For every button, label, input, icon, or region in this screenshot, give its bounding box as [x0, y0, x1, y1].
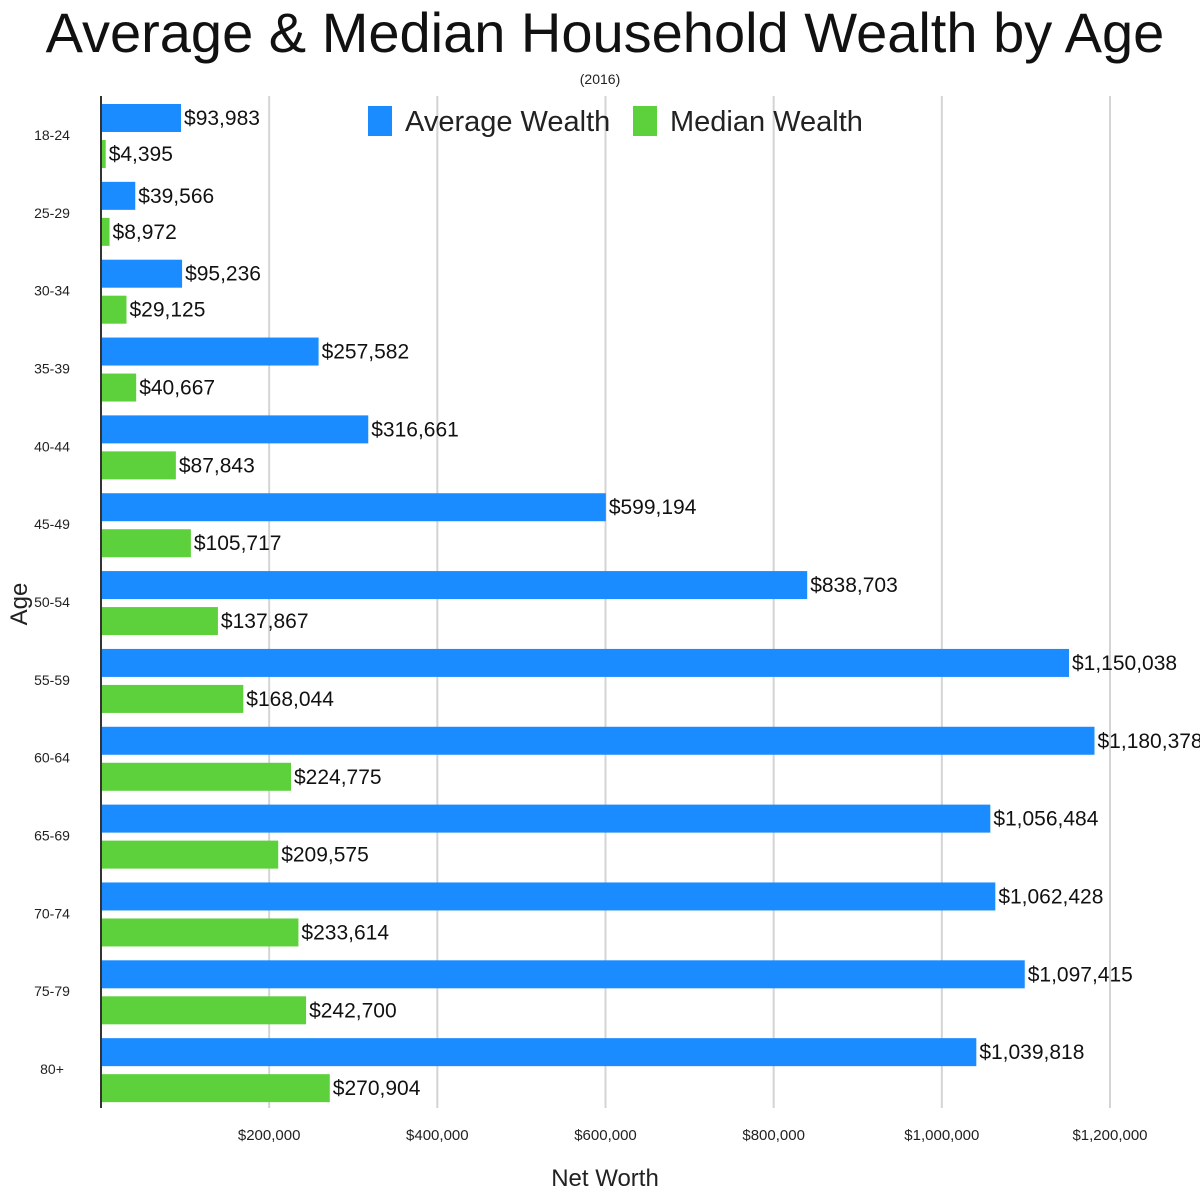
x-tick-label: $400,000: [406, 1127, 469, 1144]
category-label: 45-49: [34, 516, 70, 532]
x-tick-label: $600,000: [574, 1127, 637, 1144]
average-wealth-label: $1,180,378: [1098, 730, 1200, 753]
median-wealth-bar: [102, 840, 279, 869]
median-wealth-bar: [102, 607, 218, 636]
median-wealth-label: $105,717: [194, 532, 282, 555]
average-wealth-label: $95,236: [185, 263, 261, 286]
median-wealth-bar: [102, 451, 176, 480]
average-wealth-bar: [102, 648, 1069, 677]
x-tick-label: $1,200,000: [1072, 1127, 1147, 1144]
average-wealth-bar: [102, 415, 369, 444]
y-axis-title: Age: [6, 583, 33, 626]
legend-swatch-median: [633, 106, 657, 136]
median-wealth-label: $40,667: [139, 377, 215, 400]
median-wealth-label: $8,972: [113, 221, 177, 244]
x-axis-title: Net Worth: [551, 1165, 659, 1192]
average-wealth-label: $1,056,484: [993, 808, 1098, 831]
average-wealth-bar: [102, 960, 1025, 989]
median-wealth-label: $233,614: [301, 921, 389, 944]
x-tick-label: $200,000: [238, 1127, 301, 1144]
category-label: 55-59: [34, 672, 70, 688]
chart-title: Average & Median Household Wealth by Age: [46, 1, 1165, 64]
average-wealth-bar: [102, 882, 996, 911]
average-wealth-label: $316,661: [371, 418, 459, 441]
median-wealth-label: $137,867: [221, 610, 309, 633]
category-label: 40-44: [34, 438, 70, 454]
average-wealth-bar: [102, 726, 1095, 755]
median-wealth-bar: [102, 684, 244, 713]
average-wealth-bar: [102, 571, 808, 600]
legend-label-median: Median Wealth: [670, 106, 863, 138]
median-wealth-label: $209,575: [281, 844, 369, 867]
median-wealth-bar: [102, 918, 299, 947]
legend: Average Wealth Median Wealth: [368, 106, 863, 138]
median-wealth-label: $242,700: [309, 999, 397, 1022]
median-wealth-label: $4,395: [109, 143, 173, 166]
average-wealth-bar: [102, 337, 319, 366]
average-wealth-label: $599,194: [609, 496, 697, 519]
average-wealth-label: $93,983: [184, 107, 260, 130]
median-wealth-label: $270,904: [333, 1077, 421, 1100]
category-label: 70-74: [34, 905, 70, 921]
average-wealth-label: $1,150,038: [1072, 652, 1177, 675]
category-label: 35-39: [34, 360, 70, 376]
median-wealth-bar: [102, 295, 127, 324]
chart-subtitle: (2016): [580, 71, 620, 87]
median-wealth-bar: [102, 529, 191, 558]
x-tick-label: $800,000: [742, 1127, 805, 1144]
average-wealth-bar: [102, 804, 991, 833]
average-wealth-label: $838,703: [810, 574, 898, 597]
median-wealth-label: $168,044: [246, 688, 334, 711]
median-wealth-bar: [102, 996, 307, 1025]
data-labels: $93,983 $4,395 $39,566 $8,972 $95,236 $29,125…: [109, 107, 1200, 1100]
average-wealth-bar: [102, 493, 606, 522]
median-wealth-label: $87,843: [179, 454, 255, 477]
axes: $200,000 $400,000 $600,000 $800,000 $1,000,0…: [34, 96, 1148, 1144]
category-label: 50-54: [34, 594, 70, 610]
average-wealth-bar: [102, 259, 183, 288]
legend-label-average: Average Wealth: [405, 106, 610, 138]
average-wealth-bar: [102, 104, 182, 132]
average-wealth-label: $1,039,818: [979, 1041, 1084, 1064]
legend-swatch-average: [368, 106, 392, 136]
gridlines: [268, 96, 1111, 1108]
median-wealth-label: $29,125: [129, 299, 205, 322]
median-wealth-bar: [102, 762, 291, 791]
bars: [102, 104, 1095, 1103]
median-wealth-bar: [102, 217, 110, 246]
median-wealth-label: $224,775: [294, 766, 382, 789]
category-label: 75-79: [34, 983, 70, 999]
average-wealth-bar: [102, 1038, 977, 1067]
average-wealth-bar: [102, 181, 136, 210]
category-label: 25-29: [34, 205, 70, 221]
category-label: 60-64: [34, 750, 70, 766]
average-wealth-label: $39,566: [138, 185, 214, 208]
median-wealth-bar: [102, 373, 137, 402]
average-wealth-label: $1,062,428: [998, 885, 1103, 908]
average-wealth-label: $1,097,415: [1028, 963, 1133, 986]
category-label: 65-69: [34, 828, 70, 844]
category-label: 80+: [40, 1061, 64, 1077]
median-wealth-bar: [102, 1074, 330, 1103]
category-label: 18-24: [34, 127, 70, 143]
category-label: 30-34: [34, 283, 70, 299]
median-wealth-bar: [102, 140, 106, 168]
x-tick-label: $1,000,000: [904, 1127, 979, 1144]
average-wealth-label: $257,582: [322, 341, 410, 364]
